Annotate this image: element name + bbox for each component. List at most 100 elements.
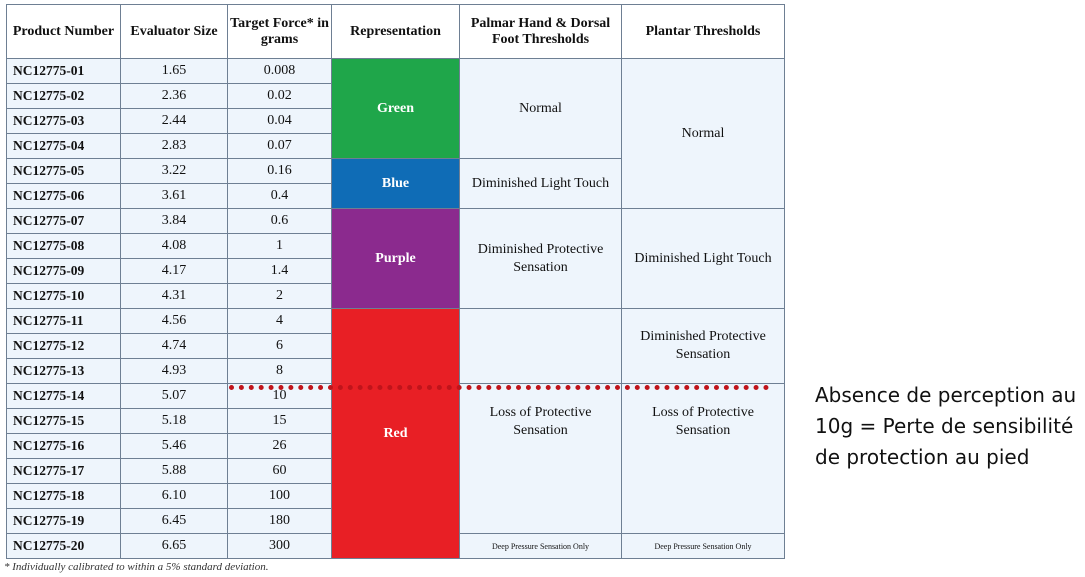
evaluator-size-cell: 4.93 <box>120 358 228 384</box>
target-force-cell: 0.4 <box>227 183 332 209</box>
annotation-text: Absence de perception au 10g = Perte de … <box>815 383 1077 469</box>
plantar-diminished-protective: Diminished Protective Sensation <box>621 308 785 384</box>
target-force-cell: 2 <box>227 283 332 309</box>
evaluator-size-cell: 4.31 <box>120 283 228 309</box>
evaluator-size-cell: 5.46 <box>120 433 228 459</box>
table-row: NC12775-03 2.44 0.04 <box>6 108 785 134</box>
table-row: NC12775-02 2.36 0.02 <box>6 83 785 109</box>
table-row: NC12775-09 4.17 1.4 <box>6 258 785 284</box>
product-number-cell: NC12775-15 <box>6 408 121 434</box>
product-number-cell: NC12775-18 <box>6 483 121 509</box>
evaluator-size-cell: 6.65 <box>120 533 228 559</box>
monofilament-table: Product Number Evaluator Size Target For… <box>6 4 785 559</box>
table-row: NC12775-08 4.08 1 <box>6 233 785 259</box>
representation-blue: Blue <box>331 158 460 209</box>
evaluator-size-cell: 2.36 <box>120 83 228 109</box>
header-product-number: Product Number <box>6 4 121 59</box>
target-force-cell: 0.008 <box>227 58 332 84</box>
target-force-cell: 8 <box>227 358 332 384</box>
evaluator-size-cell: 5.18 <box>120 408 228 434</box>
product-number-cell: NC12775-01 <box>6 58 121 84</box>
evaluator-size-cell: 4.74 <box>120 333 228 359</box>
table-row: NC12775-14 5.07 10 Loss of Protective Se… <box>6 383 785 534</box>
footnote: * Individually calibrated to within a 5%… <box>4 561 269 573</box>
product-number-cell: NC12775-08 <box>6 233 121 259</box>
product-number-cell: NC12775-03 <box>6 108 121 134</box>
product-number-cell: NC12775-09 <box>6 258 121 284</box>
target-force-cell: 100 <box>227 483 332 509</box>
plantar-deep-pressure: Deep Pressure Sensation Only <box>621 533 785 559</box>
target-force-cell: 300 <box>227 533 332 559</box>
target-force-cell: 6 <box>227 333 332 359</box>
palmar-diminished-light-touch: Diminished Light Touch <box>459 158 622 209</box>
evaluator-size-cell: 4.17 <box>120 258 228 284</box>
evaluator-size-cell: 2.83 <box>120 133 228 159</box>
evaluator-size-cell: 6.10 <box>120 483 228 509</box>
header-plantar-thresholds: Plantar Thresholds <box>621 4 785 59</box>
palmar-deep-pressure: Deep Pressure Sensation Only <box>459 533 622 559</box>
threshold-dashed-line <box>229 385 769 390</box>
palmar-empty-cell <box>459 308 622 384</box>
evaluator-size-cell: 5.07 <box>120 383 228 409</box>
representation-purple: Purple <box>331 208 460 309</box>
target-force-cell: 15 <box>227 408 332 434</box>
product-number-cell: NC12775-04 <box>6 133 121 159</box>
header-representation: Representation <box>331 4 460 59</box>
product-number-cell: NC12775-06 <box>6 183 121 209</box>
evaluator-size-cell: 6.45 <box>120 508 228 534</box>
product-number-cell: NC12775-14 <box>6 383 121 409</box>
table-row: NC12775-18 6.10 100 <box>6 483 785 509</box>
evaluator-size-cell: 5.88 <box>120 458 228 484</box>
target-force-cell: 0.04 <box>227 108 332 134</box>
product-number-cell: NC12775-20 <box>6 533 121 559</box>
header-palmar-thresholds: Palmar Hand & Dorsal Foot Thresholds <box>459 4 622 59</box>
table-row: NC12775-01 1.65 0.008 Green Normal Norma… <box>6 58 785 209</box>
palmar-diminished-protective: Diminished Protective Sensation <box>459 208 622 309</box>
table-row: NC12775-10 4.31 2 <box>6 283 785 309</box>
plantar-diminished-light-touch: Diminished Light Touch <box>621 208 785 309</box>
palmar-normal: Normal <box>459 58 622 159</box>
evaluator-size-cell: 3.22 <box>120 158 228 184</box>
table-row: NC12775-07 3.84 0.6 Purple Diminished Pr… <box>6 208 785 309</box>
target-force-cell: 0.6 <box>227 208 332 234</box>
representation-green: Green <box>331 58 460 159</box>
header-evaluator-size: Evaluator Size <box>120 4 228 59</box>
evaluator-size-cell: 3.84 <box>120 208 228 234</box>
product-number-cell: NC12775-12 <box>6 333 121 359</box>
target-force-cell: 180 <box>227 508 332 534</box>
header-target-force: Target Force* in grams <box>227 4 332 59</box>
representation-red: Red <box>331 308 460 559</box>
product-number-cell: NC12775-02 <box>6 83 121 109</box>
evaluator-size-cell: 1.65 <box>120 58 228 84</box>
product-number-cell: NC12775-11 <box>6 308 121 334</box>
table-row: NC12775-04 2.83 0.07 <box>6 133 785 159</box>
product-number-cell: NC12775-16 <box>6 433 121 459</box>
target-force-cell: 4 <box>227 308 332 334</box>
product-number-cell: NC12775-13 <box>6 358 121 384</box>
evaluator-size-cell: 4.56 <box>120 308 228 334</box>
product-number-cell: NC12775-19 <box>6 508 121 534</box>
table-row: NC12775-17 5.88 60 <box>6 458 785 484</box>
target-force-cell: 1.4 <box>227 258 332 284</box>
evaluator-size-cell: 4.08 <box>120 233 228 259</box>
table-row: NC12775-16 5.46 26 <box>6 433 785 459</box>
target-force-cell: 60 <box>227 458 332 484</box>
table-row: NC12775-11 4.56 4 Red Diminished Protect… <box>6 308 785 559</box>
target-force-cell: 26 <box>227 433 332 459</box>
target-force-cell: 0.07 <box>227 133 332 159</box>
product-number-cell: NC12775-07 <box>6 208 121 234</box>
product-number-cell: NC12775-17 <box>6 458 121 484</box>
target-force-cell: 1 <box>227 233 332 259</box>
plantar-loss-protective: Loss of Protective Sensation <box>621 383 785 534</box>
product-number-cell: NC12775-10 <box>6 283 121 309</box>
evaluator-size-cell: 3.61 <box>120 183 228 209</box>
table-row: NC12775-20 6.65 300 Deep Pressure Sensat… <box>6 533 785 559</box>
plantar-normal: Normal <box>621 58 785 209</box>
header-row: Product Number Evaluator Size Target For… <box>6 4 785 59</box>
palmar-loss-protective: Loss of Protective Sensation <box>459 383 622 534</box>
table-row: NC12775-05 3.22 0.16 Blue Diminished Lig… <box>6 158 785 209</box>
evaluator-size-cell: 2.44 <box>120 108 228 134</box>
target-force-cell: 0.02 <box>227 83 332 109</box>
product-number-cell: NC12775-05 <box>6 158 121 184</box>
target-force-cell: 0.16 <box>227 158 332 184</box>
